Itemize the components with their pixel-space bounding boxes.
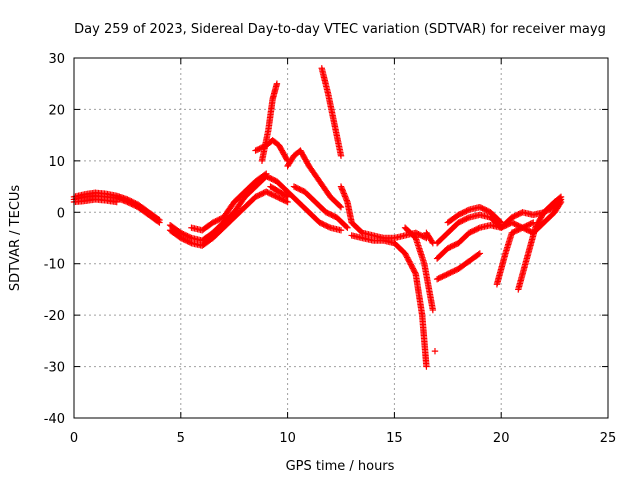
- data-point: [113, 198, 120, 206]
- series-track-02: [70, 189, 163, 224]
- data-point: [401, 250, 409, 257]
- data-point: [404, 254, 411, 261]
- data-point: [464, 207, 472, 214]
- data-point: [263, 170, 270, 177]
- data-point: [498, 219, 505, 226]
- data-point: [556, 197, 564, 204]
- x-tick-label: 15: [386, 431, 403, 446]
- data-point: [411, 268, 418, 275]
- series-track-20: [444, 203, 505, 226]
- series-track-10: [284, 147, 345, 211]
- plot-frame: [73, 57, 609, 419]
- data-point: [429, 306, 437, 314]
- data-point: [406, 259, 414, 267]
- data-point: [409, 265, 417, 272]
- y-tick-label: 20: [48, 103, 65, 118]
- x-tick-label: 5: [177, 431, 185, 446]
- y-tick-label: 30: [48, 52, 65, 67]
- data-point: [186, 239, 194, 246]
- y-axis-label: SDTVAR / TECUs: [8, 185, 23, 292]
- data-point: [283, 192, 290, 200]
- data-point: [337, 203, 345, 211]
- data-point: [337, 152, 345, 159]
- x-tick-labels: 0 5 10 15 20 25: [70, 431, 616, 446]
- data-point: [261, 171, 269, 178]
- data-point: [336, 202, 344, 210]
- data-point: [557, 196, 565, 203]
- series-track-05: [166, 188, 291, 249]
- x-tick-label: 20: [493, 431, 510, 446]
- series-track-08: [258, 80, 281, 165]
- series-track-15: [401, 224, 437, 314]
- x-tick-label: 0: [70, 431, 78, 446]
- data-point: [273, 80, 281, 87]
- y-tick-label: -20: [44, 309, 65, 324]
- chart-title: Day 259 of 2023, Sidereal Day-to-day VTE…: [74, 22, 606, 37]
- series-track-11: [290, 183, 351, 231]
- y-tick-label: -10: [44, 258, 65, 273]
- data-point: [344, 224, 351, 231]
- data-point: [476, 250, 484, 257]
- data-point: [475, 251, 482, 258]
- data-point: [402, 251, 409, 258]
- data-point: [325, 223, 333, 231]
- data-point: [423, 363, 430, 370]
- y-tick-label: 0: [57, 206, 65, 221]
- grid: [74, 58, 608, 418]
- series-track-06: [188, 170, 270, 234]
- data-point: [407, 261, 414, 268]
- data-point: [475, 225, 482, 232]
- data-point: [403, 252, 410, 260]
- data-point: [408, 262, 415, 269]
- x-tick-label: 25: [600, 431, 617, 446]
- y-tick-labels: -40 -30 -20 -10 0 10 20 30: [44, 52, 65, 427]
- data-point: [156, 216, 163, 224]
- data-point: [411, 269, 419, 276]
- data-point: [528, 220, 536, 227]
- series-track-07: [252, 137, 291, 165]
- x-axis-label: GPS time / hours: [286, 459, 395, 474]
- data-point: [406, 258, 413, 265]
- data-points: [70, 65, 565, 370]
- data-point: [410, 266, 417, 274]
- series-track-09: [267, 183, 291, 201]
- series-track-12: [318, 65, 345, 159]
- data-point: [405, 257, 412, 264]
- series-track-17: [431, 347, 439, 355]
- series-track-14: [348, 232, 430, 370]
- y-tick-label: 10: [48, 155, 65, 170]
- data-point: [337, 227, 345, 234]
- data-point: [431, 347, 439, 355]
- x-tick-label: 10: [279, 431, 296, 446]
- data-point: [409, 263, 416, 271]
- series-track-03: [70, 196, 120, 206]
- y-tick-label: -40: [44, 412, 65, 427]
- data-point: [428, 238, 436, 246]
- series-track-21: [433, 250, 484, 283]
- y-tick-label: -30: [44, 361, 65, 376]
- series-track-23: [515, 196, 565, 293]
- ticks: [73, 57, 609, 419]
- data-point: [496, 218, 504, 225]
- data-point: [284, 193, 291, 201]
- data-point: [343, 223, 350, 230]
- data-point: [404, 255, 412, 263]
- data-point: [155, 215, 162, 223]
- data-point: [464, 214, 472, 222]
